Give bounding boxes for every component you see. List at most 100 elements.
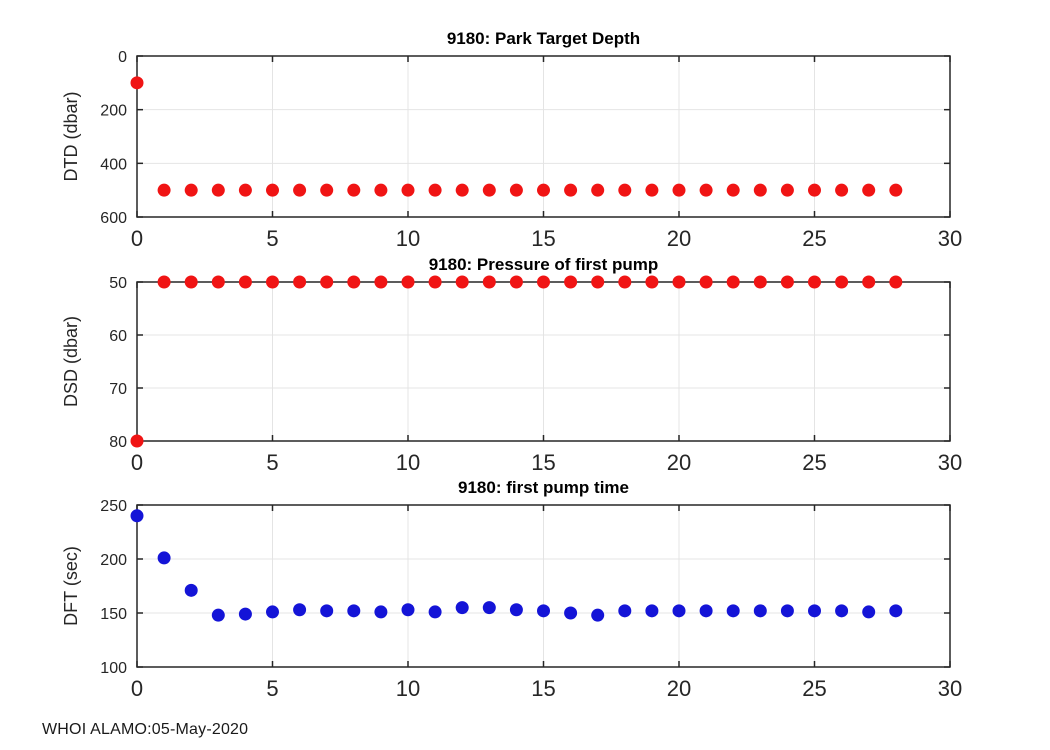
x-tick-label: 0 [131, 450, 143, 475]
data-point [726, 604, 740, 618]
data-point [266, 183, 279, 197]
data-point [238, 275, 252, 289]
data-point [645, 604, 659, 618]
data-point [293, 183, 307, 197]
data-point [266, 275, 279, 289]
data-point [211, 183, 225, 197]
data-point [455, 275, 469, 289]
data-point [347, 604, 361, 618]
x-tick-label: 30 [938, 450, 962, 475]
x-tick-label: 15 [531, 450, 555, 475]
x-tick-label: 5 [266, 226, 278, 251]
x-tick-label: 20 [667, 450, 691, 475]
data-point [320, 183, 334, 197]
data-point [889, 275, 903, 289]
data-point [130, 434, 144, 448]
data-point [537, 604, 550, 618]
x-tick-label: 15 [531, 226, 555, 251]
data-point [835, 275, 849, 289]
data-point [266, 605, 279, 619]
x-tick-label: 5 [266, 676, 278, 701]
x-tick-label: 0 [131, 676, 143, 701]
chart-1: 0 5 10 15 20 25 30 0 200 400 600 9180: Park Target … [61, 29, 962, 251]
chart-title: 9180: Park Target Depth [447, 29, 640, 48]
data-point [618, 183, 632, 197]
data-point [726, 275, 740, 289]
x-tick-label: 10 [396, 450, 420, 475]
data-point [537, 275, 550, 289]
data-point [618, 275, 632, 289]
y-axis-label: DSD (dbar) [61, 316, 81, 407]
y-tick-label: 200 [100, 103, 127, 120]
chart-3: 0 5 10 15 20 25 30 100 150 200 250 9180: first pump… [61, 478, 962, 701]
data-point [699, 604, 713, 618]
data-point [699, 183, 713, 197]
data-point [780, 275, 794, 289]
data-point [293, 603, 307, 617]
x-tick-label: 25 [802, 226, 826, 251]
data-point [537, 183, 550, 197]
y-tick-label: 100 [100, 660, 127, 677]
data-point [157, 551, 171, 565]
data-point [347, 183, 361, 197]
x-tick-label: 0 [131, 226, 143, 251]
y-tick-label: 600 [100, 210, 127, 227]
data-point [726, 183, 740, 197]
data-point [591, 275, 605, 289]
data-point [753, 275, 767, 289]
data-point [320, 604, 334, 618]
data-point [374, 183, 388, 197]
data-point [211, 608, 225, 622]
data-point [130, 76, 144, 90]
data-point [672, 275, 686, 289]
x-tick-label: 25 [802, 450, 826, 475]
data-point [455, 183, 469, 197]
data-point [645, 183, 659, 197]
footer-annotation: WHOI ALAMO:05-May-2020 [42, 721, 249, 738]
data-point [645, 275, 659, 289]
data-point [455, 601, 469, 615]
data-point [374, 275, 388, 289]
data-point [889, 604, 903, 618]
data-point [428, 275, 442, 289]
data-point [672, 183, 686, 197]
data-point [238, 183, 252, 197]
data-point [428, 605, 442, 619]
x-tick-label: 30 [938, 226, 962, 251]
data-point [401, 603, 415, 617]
data-point [564, 275, 578, 289]
x-tick-label: 25 [802, 676, 826, 701]
x-tick-label: 10 [396, 676, 420, 701]
data-point [157, 275, 171, 289]
x-tick-label: 20 [667, 226, 691, 251]
data-point [591, 183, 605, 197]
data-point [184, 183, 198, 197]
data-point [618, 604, 632, 618]
y-axis-label: DFT (sec) [61, 546, 81, 626]
data-point [591, 608, 605, 622]
y-tick-label: 70 [109, 381, 127, 398]
data-point [808, 183, 821, 197]
data-point [184, 583, 198, 597]
y-tick-label: 250 [100, 498, 127, 515]
y-tick-label: 80 [109, 434, 127, 451]
chart-title: 9180: Pressure of first pump [429, 255, 659, 274]
data-point [320, 275, 334, 289]
data-point [835, 183, 849, 197]
data-point [509, 183, 523, 197]
chart-2: 0 5 10 15 20 25 30 50 60 70 80 9180: Pressure of fi… [61, 255, 962, 475]
data-point [780, 604, 794, 618]
y-tick-label: 0 [118, 49, 127, 66]
data-point [889, 183, 903, 197]
y-tick-label: 150 [100, 606, 127, 623]
data-point [401, 275, 415, 289]
y-axis-label: DTD (dbar) [61, 91, 81, 181]
data-point [808, 604, 821, 618]
data-point [808, 275, 821, 289]
data-point [509, 275, 523, 289]
data-point [862, 275, 876, 289]
data-point [672, 604, 686, 618]
data-point [347, 275, 361, 289]
data-point [862, 183, 876, 197]
